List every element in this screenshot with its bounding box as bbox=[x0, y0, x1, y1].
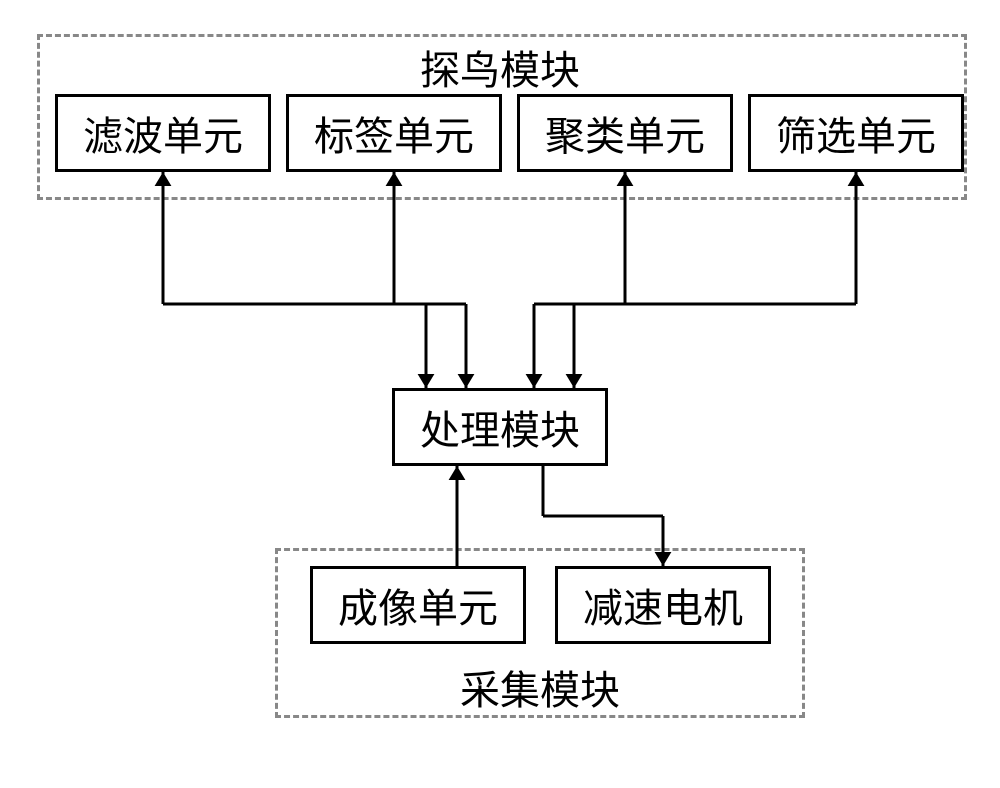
processing-module-label: 处理模块 bbox=[420, 398, 580, 456]
gear-motor-label: 减速电机 bbox=[583, 576, 743, 634]
imaging-unit: 成像单元 bbox=[310, 566, 526, 644]
imaging-unit-label: 成像单元 bbox=[338, 576, 498, 634]
label-unit: 标签单元 bbox=[286, 94, 502, 172]
cluster-unit-label: 聚类单元 bbox=[545, 104, 705, 162]
filter-unit: 滤波单元 bbox=[55, 94, 271, 172]
label-unit-label: 标签单元 bbox=[314, 104, 474, 162]
diagram-canvas: 探鸟模块 滤波单元 标签单元 聚类单元 筛选单元 处理模块 采集模块 成像单元 … bbox=[0, 0, 1000, 788]
gear-motor: 减速电机 bbox=[555, 566, 771, 644]
screen-unit-label: 筛选单元 bbox=[776, 104, 936, 162]
processing-module: 处理模块 bbox=[392, 388, 608, 466]
screen-unit: 筛选单元 bbox=[748, 94, 964, 172]
top-module-title: 探鸟模块 bbox=[400, 38, 600, 96]
filter-unit-label: 滤波单元 bbox=[83, 104, 243, 162]
bottom-module-title: 采集模块 bbox=[440, 658, 640, 716]
cluster-unit: 聚类单元 bbox=[517, 94, 733, 172]
